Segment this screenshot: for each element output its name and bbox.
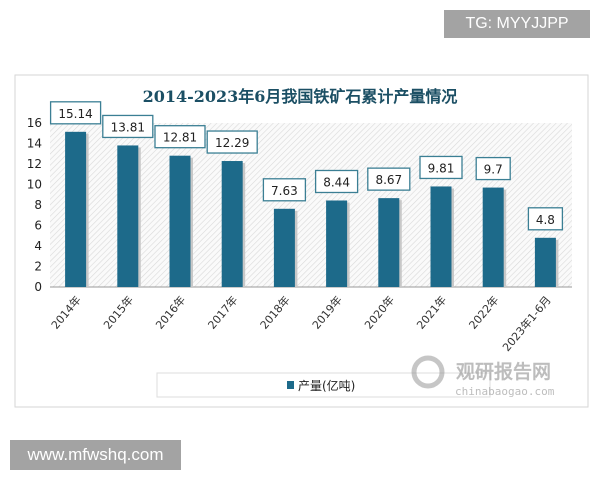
y-tick-label: 10 [27,178,42,192]
bar [169,155,191,287]
bar [326,200,348,287]
y-tick-label: 12 [27,157,42,171]
y-tick-label: 8 [34,198,42,212]
data-label-box [154,125,206,149]
y-tick-label: 14 [27,137,42,151]
bar [378,198,400,287]
data-label: 9.81 [428,161,455,175]
watermark-logo: 观研报告网 chinabaogao.com [411,355,555,398]
data-label: 9.7 [484,163,503,177]
website-overlay: www.mfwshq.com [10,440,181,470]
svg-text:观研报告网: 观研报告网 [456,360,551,383]
data-label: 7.63 [271,184,298,198]
svg-text:chinabaogao.com: chinabaogao.com [455,385,555,398]
data-label: 13.81 [111,120,145,134]
y-tick-label: 6 [34,219,42,233]
data-label: 12.29 [215,136,249,150]
data-label-box [314,169,359,194]
data-label-box [49,101,102,125]
data-label-box [475,156,511,181]
data-label: 8.44 [323,175,350,189]
bar [482,187,504,287]
legend-label: 产量(亿吨) [298,378,355,393]
data-label-box [367,167,411,191]
bar [534,237,556,287]
chart-title: 2014-2023年6月我国铁矿石累计产量情况 [143,87,458,106]
y-tick-label: 4 [34,239,42,253]
tg-overlay: TG: MYYJJPP [444,10,590,38]
data-label-box [206,130,258,154]
y-tick-label: 0 [34,280,42,294]
data-label-box [262,178,307,202]
data-label-box [102,114,154,139]
bar [430,186,452,287]
bar [273,208,295,287]
data-label-box [527,207,564,231]
legend-swatch [287,381,294,389]
data-label: 12.81 [163,131,197,145]
data-label: 8.67 [375,173,402,187]
data-label-box [419,155,463,180]
y-tick-label: 2 [34,260,42,274]
bar [65,131,87,287]
bar [117,145,139,287]
y-tick-label: 16 [27,116,42,130]
bar [221,161,243,287]
data-label: 15.14 [58,107,92,121]
data-label: 4.8 [536,213,555,227]
